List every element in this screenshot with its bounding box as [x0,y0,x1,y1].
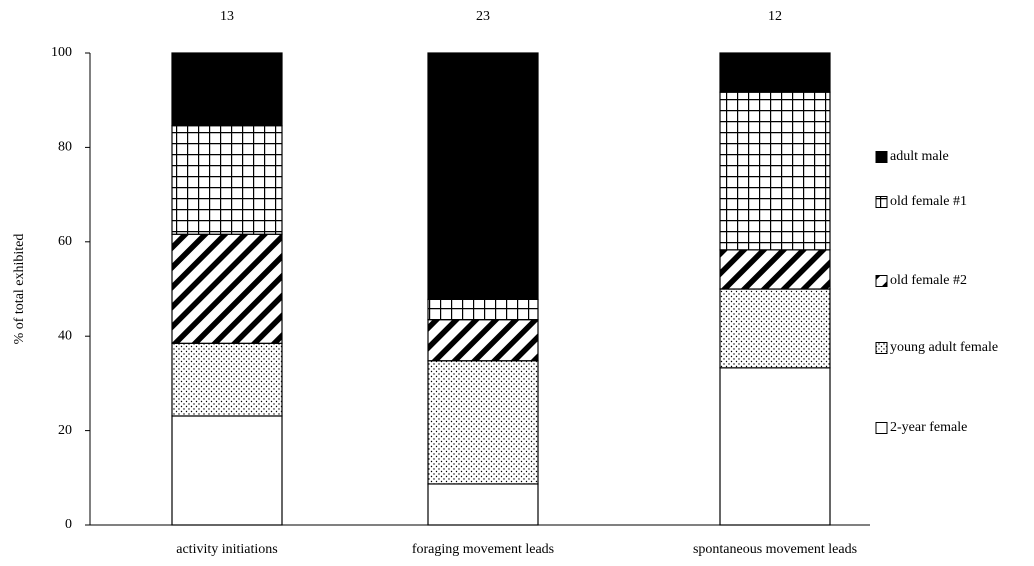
bar-segment [719,52,831,93]
legend-label: old female #1 [890,194,967,209]
bar-segment [427,360,539,485]
legend-label: young adult female [890,340,998,355]
x-tick-label: activity initiations [176,542,278,557]
bar-segment [719,288,831,369]
bar-segment [171,233,283,344]
bar-label: 23 [476,9,490,24]
bar-segment [171,342,283,417]
y-tick-label: 100 [51,45,72,60]
bar-segment [171,52,283,127]
x-tick-label: foraging movement leads [412,542,554,557]
legend-swatch [875,275,888,287]
bar-segment [427,319,539,362]
y-tick-label: 80 [58,140,72,155]
legend-swatch [875,151,888,163]
legend-label: old female #2 [890,273,967,288]
bar-segment [171,125,283,235]
bar-segment [171,415,283,526]
bar-segment [719,367,831,526]
bar-segment [719,249,831,290]
legend-swatch [875,342,888,354]
legend-label: 2-year female [890,420,967,435]
y-tick-label: 60 [58,234,72,249]
x-tick-label: spontaneous movement leads [693,542,857,557]
y-tick-label: 40 [58,328,72,343]
y-tick-label: 0 [65,517,72,532]
bar-segment [427,52,539,300]
legend-label: adult male [890,149,949,164]
bar-label: 13 [220,9,234,24]
y-axis-label: % of total exhibited [12,234,27,345]
bar-label: 12 [768,9,782,24]
bar-segment [719,91,831,251]
y-tick-label: 20 [58,423,72,438]
legend-swatch [875,422,888,434]
legend-swatch [875,196,888,208]
bar-segment [427,483,539,526]
bar-segment [427,298,539,321]
